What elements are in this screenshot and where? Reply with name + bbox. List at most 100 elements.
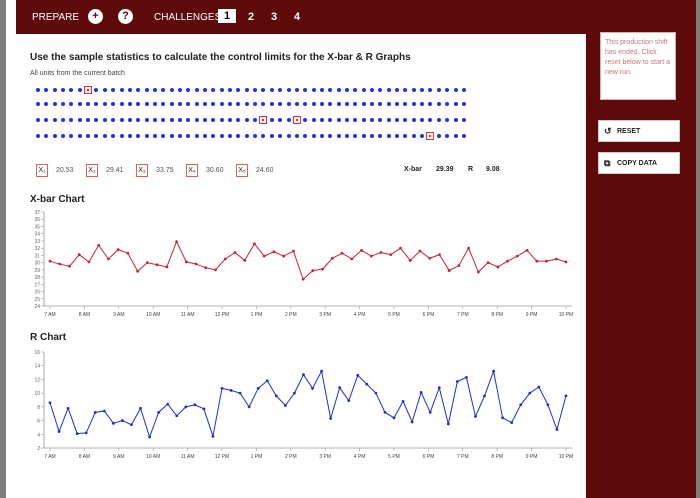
unit-dot[interactable] bbox=[44, 102, 49, 106]
unit-dot[interactable] bbox=[361, 118, 366, 122]
unit-dot[interactable] bbox=[361, 134, 366, 138]
unit-dot[interactable] bbox=[86, 118, 91, 122]
unit-dot[interactable] bbox=[328, 134, 333, 138]
unit-dot[interactable] bbox=[136, 88, 141, 92]
unit-dot[interactable] bbox=[386, 102, 391, 106]
unit-dot[interactable] bbox=[119, 102, 124, 106]
unit-dot[interactable] bbox=[236, 134, 241, 138]
unit-dot[interactable] bbox=[286, 102, 291, 106]
unit-dot[interactable] bbox=[136, 134, 141, 138]
unit-dot[interactable] bbox=[152, 88, 157, 92]
copy-data-button[interactable]: ⧉ COPY DATA bbox=[598, 152, 680, 174]
unit-dot[interactable] bbox=[94, 134, 99, 138]
unit-dot[interactable] bbox=[102, 118, 107, 122]
unit-dot[interactable] bbox=[261, 134, 266, 138]
unit-dot[interactable] bbox=[186, 134, 191, 138]
unit-dot[interactable] bbox=[61, 134, 66, 138]
unit-dot[interactable] bbox=[453, 102, 458, 106]
unit-dot[interactable] bbox=[453, 88, 458, 92]
unit-dot[interactable] bbox=[119, 134, 124, 138]
unit-dot[interactable] bbox=[136, 118, 141, 122]
unit-dot[interactable] bbox=[119, 118, 124, 122]
unit-dot[interactable] bbox=[52, 88, 57, 92]
selected-unit[interactable] bbox=[292, 116, 301, 124]
unit-dot[interactable] bbox=[303, 102, 308, 106]
unit-dot[interactable] bbox=[36, 134, 40, 138]
unit-dot[interactable] bbox=[411, 118, 416, 122]
unit-dot[interactable] bbox=[102, 102, 107, 106]
unit-dot[interactable] bbox=[461, 88, 466, 92]
unit-dot[interactable] bbox=[353, 102, 358, 106]
unit-dot[interactable] bbox=[378, 102, 383, 106]
plus-circle-icon[interactable]: + bbox=[88, 9, 103, 24]
unit-dot[interactable] bbox=[236, 118, 241, 122]
unit-dot[interactable] bbox=[111, 118, 116, 122]
unit-dot[interactable] bbox=[328, 102, 333, 106]
unit-dot[interactable] bbox=[261, 88, 266, 92]
unit-dot[interactable] bbox=[194, 88, 199, 92]
unit-dot[interactable] bbox=[378, 134, 383, 138]
unit-dot[interactable] bbox=[269, 118, 274, 122]
unit-dot[interactable] bbox=[52, 134, 57, 138]
unit-dot[interactable] bbox=[36, 118, 40, 122]
unit-dot[interactable] bbox=[186, 118, 191, 122]
unit-dot[interactable] bbox=[244, 88, 249, 92]
unit-dot[interactable] bbox=[136, 102, 141, 106]
unit-dot[interactable] bbox=[211, 118, 216, 122]
unit-dot[interactable] bbox=[395, 88, 400, 92]
unit-dot[interactable] bbox=[194, 134, 199, 138]
unit-dot[interactable] bbox=[453, 118, 458, 122]
unit-dot[interactable] bbox=[319, 88, 324, 92]
unit-dot[interactable] bbox=[428, 88, 433, 92]
unit-dot[interactable] bbox=[386, 134, 391, 138]
unit-dot[interactable] bbox=[161, 134, 166, 138]
unit-dot[interactable] bbox=[169, 134, 174, 138]
unit-dot[interactable] bbox=[36, 102, 40, 106]
unit-dot[interactable] bbox=[294, 134, 299, 138]
unit-dot[interactable] bbox=[269, 88, 274, 92]
unit-dot[interactable] bbox=[169, 118, 174, 122]
unit-dot[interactable] bbox=[61, 118, 66, 122]
unit-dot[interactable] bbox=[353, 88, 358, 92]
unit-dot[interactable] bbox=[370, 102, 374, 106]
unit-dot[interactable] bbox=[127, 118, 132, 122]
challenge-1-button[interactable]: 1 bbox=[218, 9, 237, 23]
unit-dot[interactable] bbox=[111, 134, 116, 138]
unit-dot[interactable] bbox=[461, 102, 466, 106]
unit-dot[interactable] bbox=[211, 88, 216, 92]
unit-dot[interactable] bbox=[311, 102, 316, 106]
unit-dot[interactable] bbox=[177, 88, 182, 92]
unit-dot[interactable] bbox=[328, 118, 333, 122]
unit-dot[interactable] bbox=[328, 88, 333, 92]
unit-dot[interactable] bbox=[219, 102, 224, 106]
unit-dot[interactable] bbox=[353, 118, 358, 122]
unit-dot[interactable] bbox=[161, 118, 166, 122]
unit-dot[interactable] bbox=[420, 134, 425, 138]
unit-dot[interactable] bbox=[428, 118, 433, 122]
unit-dot[interactable] bbox=[119, 88, 124, 92]
unit-dot[interactable] bbox=[395, 118, 400, 122]
unit-dot[interactable] bbox=[219, 88, 224, 92]
unit-dot[interactable] bbox=[253, 102, 258, 106]
unit-dot[interactable] bbox=[86, 102, 91, 106]
unit-dot[interactable] bbox=[244, 134, 249, 138]
unit-dot[interactable] bbox=[303, 88, 308, 92]
unit-dot[interactable] bbox=[244, 102, 249, 106]
unit-dot[interactable] bbox=[278, 134, 283, 138]
unit-dot[interactable] bbox=[420, 102, 425, 106]
unit-dot[interactable] bbox=[378, 118, 383, 122]
unit-dot[interactable] bbox=[294, 88, 299, 92]
unit-dot[interactable] bbox=[236, 102, 241, 106]
unit-dot[interactable] bbox=[127, 102, 132, 106]
unit-dot[interactable] bbox=[278, 118, 283, 122]
challenge-3-button[interactable]: 3 bbox=[271, 11, 278, 23]
unit-dot[interactable] bbox=[453, 134, 458, 138]
unit-dot[interactable] bbox=[336, 118, 341, 122]
unit-dot[interactable] bbox=[436, 134, 441, 138]
unit-dot[interactable] bbox=[94, 88, 99, 92]
unit-dot[interactable] bbox=[127, 134, 132, 138]
unit-dot[interactable] bbox=[61, 102, 66, 106]
unit-dot[interactable] bbox=[52, 118, 57, 122]
unit-dot[interactable] bbox=[44, 118, 49, 122]
unit-dot[interactable] bbox=[61, 88, 66, 92]
